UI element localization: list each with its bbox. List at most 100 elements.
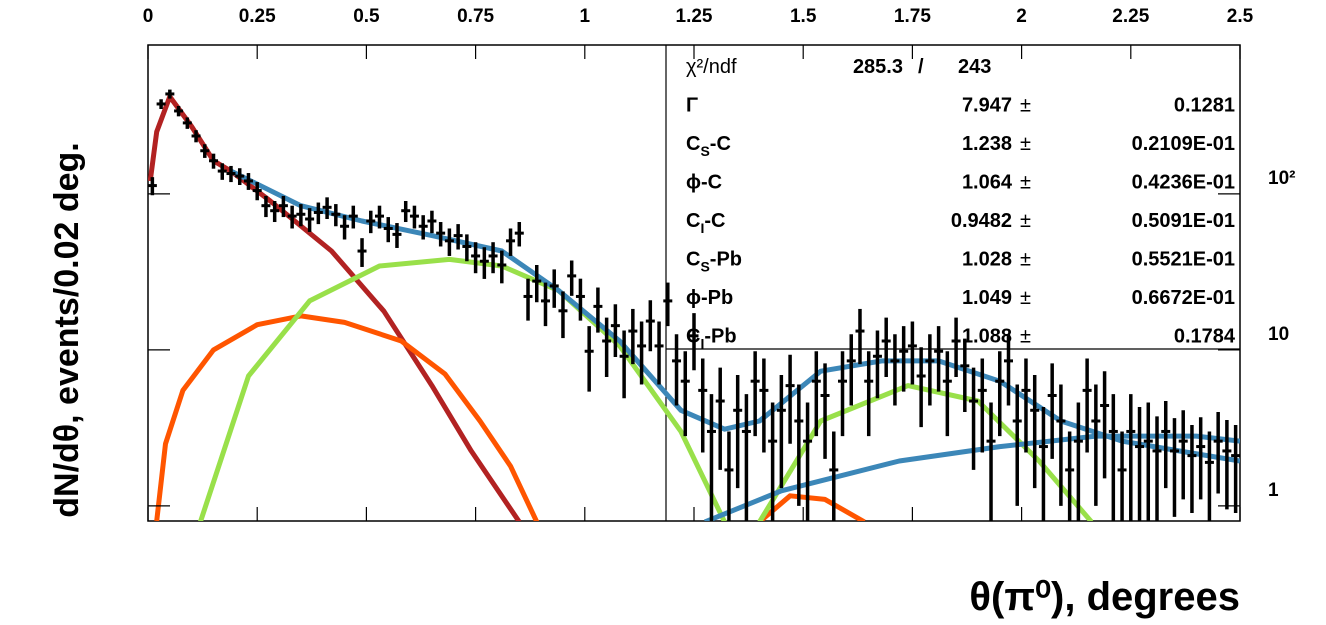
data-point	[768, 402, 778, 521]
data-point	[1152, 416, 1162, 521]
data-point	[1100, 371, 1110, 479]
data-point	[148, 177, 157, 196]
data-point	[1038, 407, 1048, 521]
stat-pm: ±	[1020, 133, 1031, 155]
stat-name-part: ϕ-Pb	[686, 287, 733, 309]
data-point	[995, 351, 1005, 437]
y-tick-label: 10	[1268, 324, 1289, 345]
stat-error: 0.5521E-01	[1132, 249, 1235, 271]
data-point	[243, 173, 253, 190]
data-point	[418, 215, 428, 240]
data-point	[453, 224, 463, 250]
data-point	[506, 228, 516, 256]
data-point	[575, 278, 585, 321]
x-tick-label: 0	[143, 6, 154, 27]
data-point	[558, 291, 568, 339]
fit-curve	[198, 256, 1094, 521]
x-tick-label: 2.5	[1227, 6, 1254, 27]
data-point	[1178, 410, 1188, 500]
data-point	[235, 168, 245, 185]
data-point	[1126, 394, 1136, 521]
data-point	[462, 234, 472, 262]
y-axis-title: dN/dθ, events/0.02 deg.	[48, 142, 86, 518]
data-point	[934, 326, 944, 392]
stat-error: 0.4236E-01	[1132, 172, 1235, 194]
data-point	[305, 208, 315, 232]
stat-error: 0.5091E-01	[1132, 210, 1235, 232]
data-point	[1222, 420, 1232, 510]
stat-chi2: 285.3	[853, 56, 903, 78]
data-point	[1161, 401, 1171, 489]
data-point	[1108, 394, 1118, 521]
stat-value: 1.088	[962, 326, 1012, 348]
stat-name-sub: I	[700, 336, 704, 352]
data-point	[698, 358, 708, 453]
data-point	[1187, 424, 1197, 514]
data-point	[733, 375, 743, 489]
data-point	[637, 321, 647, 385]
data-point	[672, 334, 682, 406]
data-point	[645, 300, 655, 352]
data-point	[392, 223, 402, 248]
data-point	[654, 321, 664, 385]
data-point	[803, 402, 813, 521]
data-point	[942, 351, 952, 437]
data-point	[156, 99, 166, 109]
data-point	[1065, 431, 1075, 521]
data-point	[628, 308, 638, 365]
data-point	[986, 402, 996, 521]
data-point	[191, 130, 201, 143]
data-point	[960, 338, 970, 412]
data-point	[1047, 363, 1057, 459]
data-point	[610, 304, 620, 358]
x-tick-label: 1.75	[894, 6, 931, 27]
data-point	[165, 89, 175, 99]
data-point	[1073, 402, 1083, 521]
data-point	[1135, 407, 1145, 521]
curves	[148, 94, 1240, 521]
stat-value: 1.028	[962, 249, 1012, 271]
data-point	[322, 197, 332, 220]
x-tick-label: 1.25	[676, 6, 713, 27]
data-point	[1213, 411, 1223, 494]
data-point	[375, 205, 385, 229]
data-point	[584, 326, 594, 392]
data-point	[436, 222, 446, 247]
stat-name-sub: S	[700, 259, 709, 275]
data-point	[750, 351, 760, 437]
data-point	[209, 153, 219, 169]
data-point	[1204, 431, 1214, 521]
data-point	[1117, 431, 1127, 521]
data-point	[916, 347, 926, 428]
data-point	[864, 351, 874, 437]
data-point	[497, 250, 507, 284]
data-point	[951, 317, 961, 378]
data-point	[680, 351, 690, 437]
data-point	[488, 242, 498, 274]
data-point	[1169, 418, 1179, 517]
data-point	[401, 201, 411, 223]
data-point	[899, 326, 909, 392]
data-point	[479, 247, 489, 279]
data-points	[148, 89, 1240, 521]
data-point	[182, 117, 192, 129]
y-tick-label: 10²	[1268, 168, 1295, 189]
stat-error: 0.1784	[1174, 326, 1236, 348]
x-tick-label: 0.75	[457, 6, 494, 27]
data-point	[567, 260, 577, 296]
stat-name: CI-C	[686, 210, 725, 236]
data-point	[523, 278, 533, 321]
data-point	[1082, 358, 1092, 453]
stat-name: CS-C	[686, 133, 731, 159]
data-point	[715, 367, 725, 470]
data-point	[313, 202, 323, 225]
fit-curve	[148, 94, 522, 521]
stat-value: 1.238	[962, 133, 1012, 155]
data-point	[663, 282, 673, 327]
data-point	[689, 313, 699, 371]
data-point	[174, 105, 184, 117]
stat-name-part: C	[686, 133, 700, 155]
stat-name-part: -Pb	[710, 249, 742, 271]
